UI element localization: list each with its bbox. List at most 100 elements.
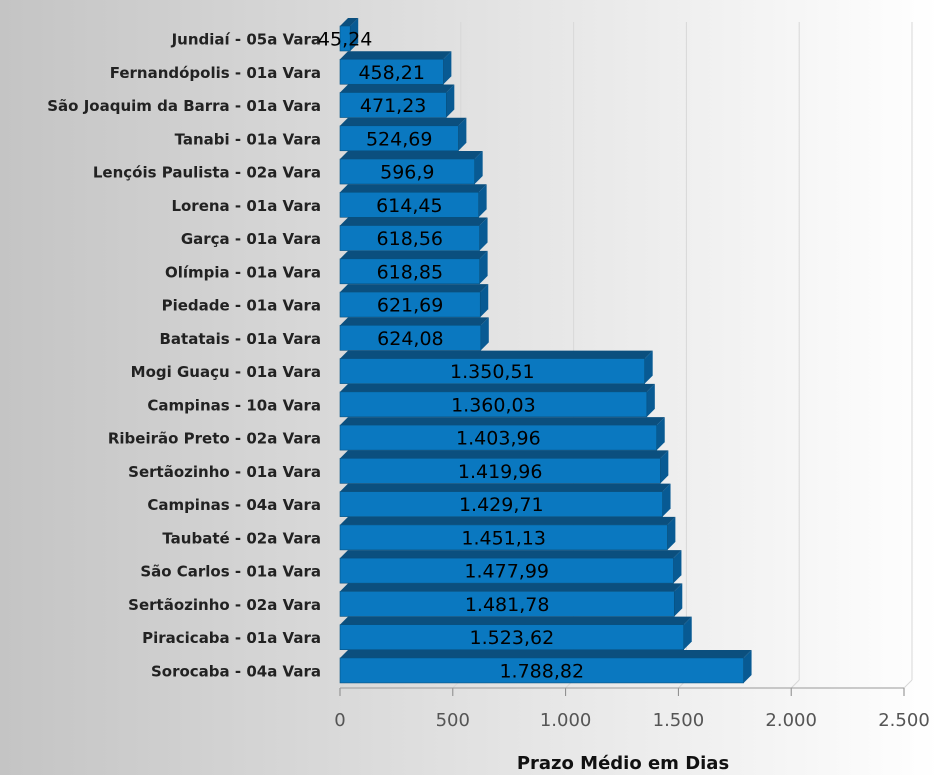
bar-side bbox=[350, 18, 359, 51]
value-label: 1.481,78 bbox=[465, 594, 550, 616]
value-label: 1.788,82 bbox=[499, 660, 584, 682]
value-label: 524,69 bbox=[366, 128, 432, 150]
bar-top bbox=[340, 616, 692, 625]
y-tick-label: Sertãozinho - 01a Vara bbox=[128, 463, 321, 481]
bar bbox=[339, 458, 661, 484]
y-tick-label: Batatais - 01a Vara bbox=[159, 330, 321, 348]
y-tick-label: Tanabi - 01a Vara bbox=[175, 130, 321, 148]
value-label: 1.477,99 bbox=[464, 561, 549, 583]
bar-side bbox=[674, 583, 683, 617]
value-label: 458,21 bbox=[358, 62, 424, 84]
value-label: 471,23 bbox=[360, 95, 426, 117]
bar-top bbox=[340, 217, 488, 226]
bar-top bbox=[340, 117, 467, 126]
value-label: 45,24 bbox=[318, 29, 372, 51]
x-tick-label: 500 bbox=[436, 710, 470, 731]
y-tick-label: Piracicaba - 01a Vara bbox=[142, 629, 321, 647]
bar bbox=[339, 591, 675, 617]
y-tick-label: Olímpia - 01a Vara bbox=[165, 263, 321, 281]
bar bbox=[339, 657, 744, 684]
bar-side bbox=[646, 383, 655, 417]
bar-side bbox=[480, 284, 489, 318]
y-tick-label: Taubaté - 02a Vara bbox=[162, 529, 321, 547]
value-label: 1.403,96 bbox=[456, 428, 541, 450]
bar-side bbox=[683, 616, 692, 650]
bar-side bbox=[479, 217, 488, 251]
x-tick-label: 1.000 bbox=[540, 710, 592, 731]
bar-top bbox=[340, 383, 655, 392]
bar-top bbox=[340, 18, 359, 26]
value-label: 1.360,03 bbox=[451, 394, 536, 416]
x-tick-label: 2.500 bbox=[878, 710, 930, 731]
bar bbox=[339, 258, 480, 285]
bar-side bbox=[478, 184, 487, 218]
bar bbox=[339, 424, 658, 451]
bar-top bbox=[340, 250, 488, 259]
bar bbox=[339, 358, 645, 384]
bar-top bbox=[340, 350, 653, 359]
value-label: 614,45 bbox=[376, 195, 442, 217]
bar bbox=[339, 58, 444, 85]
y-tick-label: Lorena - 01a Vara bbox=[171, 197, 321, 215]
bar-top bbox=[340, 184, 487, 193]
bar-side bbox=[644, 350, 653, 384]
bar-side bbox=[673, 550, 682, 584]
bar bbox=[339, 391, 648, 418]
bar-side bbox=[656, 417, 665, 451]
bar-side bbox=[474, 151, 483, 185]
bar-top bbox=[340, 483, 671, 492]
value-label: 621,69 bbox=[377, 295, 443, 317]
y-tick-label: Piedade - 01a Vara bbox=[162, 297, 321, 315]
bar-top bbox=[340, 583, 683, 592]
bar-top bbox=[340, 284, 489, 293]
bar bbox=[339, 624, 685, 650]
bar bbox=[339, 291, 481, 318]
bar-top bbox=[340, 317, 489, 326]
y-tick-label: Ribeirão Preto - 02a Vara bbox=[108, 430, 321, 448]
y-tick-label: Sertãozinho - 02a Vara bbox=[128, 596, 321, 614]
bar-side bbox=[443, 51, 452, 85]
value-label: 596,9 bbox=[380, 162, 434, 184]
value-label: 618,85 bbox=[377, 261, 443, 283]
value-label: 1.350,51 bbox=[450, 361, 535, 383]
bar bbox=[339, 557, 674, 584]
bar bbox=[339, 192, 479, 218]
value-label: 1.523,62 bbox=[470, 627, 555, 649]
y-tick-label: Garça - 01a Vara bbox=[181, 230, 321, 248]
value-label: 1.451,13 bbox=[461, 527, 546, 549]
bar-top bbox=[340, 151, 483, 160]
bar-top bbox=[340, 417, 665, 426]
y-tick-label: Mogi Guaçu - 01a Vara bbox=[131, 363, 321, 381]
value-label: 1.419,96 bbox=[458, 461, 543, 483]
value-label: 618,56 bbox=[377, 228, 443, 250]
bar-top bbox=[340, 51, 452, 60]
bar-top bbox=[340, 84, 455, 93]
bar bbox=[339, 225, 480, 251]
bar-side bbox=[479, 250, 488, 284]
x-tick-label: 0 bbox=[334, 710, 345, 731]
y-tick-label: Sorocaba - 04a Vara bbox=[151, 662, 321, 680]
bar-top bbox=[340, 550, 682, 559]
bar bbox=[339, 125, 459, 152]
bar-side bbox=[667, 516, 676, 550]
bar bbox=[339, 158, 475, 185]
bar-top bbox=[340, 516, 676, 525]
value-label: 624,08 bbox=[377, 328, 443, 350]
grid-slant bbox=[903, 679, 913, 689]
y-tick-label: Lençóis Paulista - 02a Vara bbox=[93, 164, 321, 182]
y-tick-label: Campinas - 04a Vara bbox=[147, 496, 321, 514]
y-tick-label: Jundiaí - 05a Vara bbox=[171, 31, 321, 49]
y-tick-label: São Joaquim da Barra - 01a Vara bbox=[47, 97, 321, 115]
x-tick-label: 1.500 bbox=[653, 710, 705, 731]
value-label: 1.429,71 bbox=[459, 494, 544, 516]
y-tick-label: Campinas - 10a Vara bbox=[147, 396, 321, 414]
bar-top bbox=[340, 450, 669, 459]
grid-slant bbox=[790, 679, 800, 689]
bar-side bbox=[660, 450, 669, 484]
bar-side bbox=[458, 117, 467, 151]
y-tick-label: São Carlos - 01a Vara bbox=[140, 563, 321, 581]
bar bbox=[339, 25, 351, 52]
bar-top bbox=[340, 649, 752, 658]
x-tick-label: 2.000 bbox=[765, 710, 817, 731]
